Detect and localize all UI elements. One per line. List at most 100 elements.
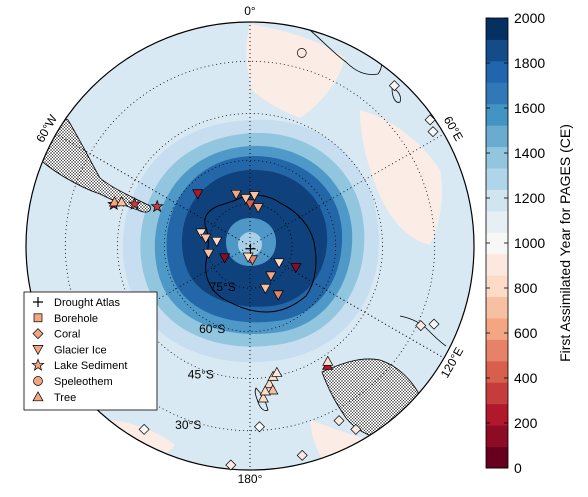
latitude-circle: [64, 60, 436, 432]
proxy-marker-tree: [271, 366, 283, 377]
antarctica: [204, 194, 317, 313]
legend-label: Tree: [54, 392, 76, 404]
colorbar-tick-label: 1000: [514, 235, 545, 251]
proxy-marker-tree: [257, 392, 269, 403]
proxy-marker-tree: [322, 355, 334, 366]
proxy-marker-coral: [296, 449, 308, 461]
proxy-marker-coral: [415, 320, 427, 332]
proxy-marker-coral: [427, 126, 439, 138]
proxy-marker-coral: [350, 423, 362, 435]
proxy-marker-drought-atlas: [245, 243, 256, 254]
meridian-line: [249, 245, 445, 359]
colorbar-segment: [486, 210, 508, 233]
proxy-marker-speleothem: [296, 48, 307, 58]
latitude-label: 45°S: [188, 368, 214, 382]
colorbar-segment: [486, 18, 508, 40]
proxy-marker-glacier-ice: [244, 199, 256, 210]
legend-marker-triangle-up: [32, 391, 44, 402]
proxy-marker-glacier-ice: [259, 283, 271, 294]
proxy-marker-coral: [253, 421, 265, 433]
proxy-marker-coral: [428, 318, 440, 330]
colorbar-segment: [486, 189, 508, 212]
proxy-marker-lake-sediment: [127, 197, 142, 210]
proxy-marker-tree: [267, 384, 279, 395]
field-patch: [360, 110, 442, 245]
legend-label: Glacier Ice: [54, 344, 107, 356]
colorbar-tick-label: 0: [514, 460, 522, 476]
legend-marker-triangle-down: [32, 345, 44, 356]
longitude-label: 180°: [238, 472, 263, 486]
graticule: [55, 22, 445, 470]
meridian-line: [55, 133, 251, 247]
meridian-line: [249, 133, 445, 247]
proxy-marker-coral: [333, 415, 345, 427]
legend-box: [23, 291, 158, 411]
proxy-marker-glacier-ice: [230, 189, 242, 201]
proxy-marker-tree: [116, 196, 128, 207]
proxy-marker-tree: [259, 385, 271, 396]
colorbar-segment: [486, 339, 508, 362]
colorbar-tick-label: 1200: [514, 190, 545, 206]
latitude-labels: 75°S 60°S 45°S 30°S: [175, 280, 236, 432]
colorbar-tick-label: 600: [514, 325, 538, 341]
colorbar-tick-label: 1400: [514, 145, 545, 161]
proxy-marker-glacier-ice: [200, 233, 212, 244]
proxy-marker-glacier-ice: [290, 263, 302, 274]
colorbar-tick-label: 400: [514, 370, 538, 386]
colorbar-segment: [486, 39, 508, 62]
legend-label: Coral: [54, 329, 80, 341]
latitude-label: 75°S: [210, 280, 236, 294]
proxy-marker-glacier-ice: [192, 189, 204, 200]
legend-marker-plus: [33, 297, 43, 307]
proxy-marker-glacier-ice: [252, 203, 264, 214]
proxy-marker-glacier-ice: [273, 258, 285, 269]
colorbar-segment: [486, 403, 508, 426]
proxy-marker-coral: [138, 423, 150, 435]
proxy-marker-glacier-ice: [265, 271, 277, 282]
colorbar-segment: [486, 125, 508, 148]
proxy-marker-coral: [388, 80, 400, 92]
colorbar-segment: [486, 82, 508, 105]
proxy-marker-glacier-ice: [272, 290, 284, 301]
proxy-markers: [107, 48, 440, 471]
colorbar-segment: [486, 146, 508, 169]
legend-marker-diamond: [32, 328, 44, 340]
colorbar: 0 200 400 600 800 1000 1200 1400 1600 1800 2000 Fir…: [485, 10, 573, 476]
proxy-marker-coral: [424, 114, 436, 126]
proxy-marker-coral: [225, 459, 237, 471]
colorbar-segment: [486, 232, 508, 255]
proxy-marker-glacier-ice: [195, 228, 207, 239]
colorbar-tick-label: 800: [514, 280, 538, 296]
colorbar-segment: [486, 60, 508, 83]
legend-marker-square: [33, 313, 43, 323]
proxy-marker-lake-sediment: [150, 199, 164, 213]
proxy-marker-glacier-ice: [242, 252, 254, 263]
field-patch: [246, 24, 345, 118]
colorbar-segment: [486, 360, 508, 383]
colorbar-segment: [486, 382, 508, 405]
proxy-marker-glacier-ice: [248, 191, 261, 202]
colorbar-segment: [486, 318, 508, 340]
latitude-circle: [207, 203, 293, 289]
asia-outline: [399, 315, 447, 347]
proxy-marker-glacier-ice: [240, 194, 252, 205]
colorbar-segment: [486, 103, 508, 126]
legend: Drought Atlas Borehole Coral Glacier Ice Lak…: [23, 291, 158, 411]
legend-marker-circle: [33, 376, 43, 386]
colorbar-tick-label: 1600: [514, 100, 545, 116]
colorbar-label: First Assimilated Year for PAGES (CE): [557, 124, 573, 362]
colorbar-segment: [486, 425, 508, 448]
legend-label: Speleothem: [54, 376, 113, 388]
proxy-marker-glacier-ice: [219, 253, 231, 264]
madagascar: [391, 87, 401, 103]
colorbar-segment: [486, 253, 508, 276]
latitude-label: 60°S: [199, 322, 225, 336]
colorbar-segment: [486, 446, 508, 469]
map-border: [25, 21, 475, 471]
legend-label: Lake Sediment: [54, 360, 127, 372]
colorbar-segment: [486, 168, 508, 190]
latitude-circle: [163, 159, 337, 333]
